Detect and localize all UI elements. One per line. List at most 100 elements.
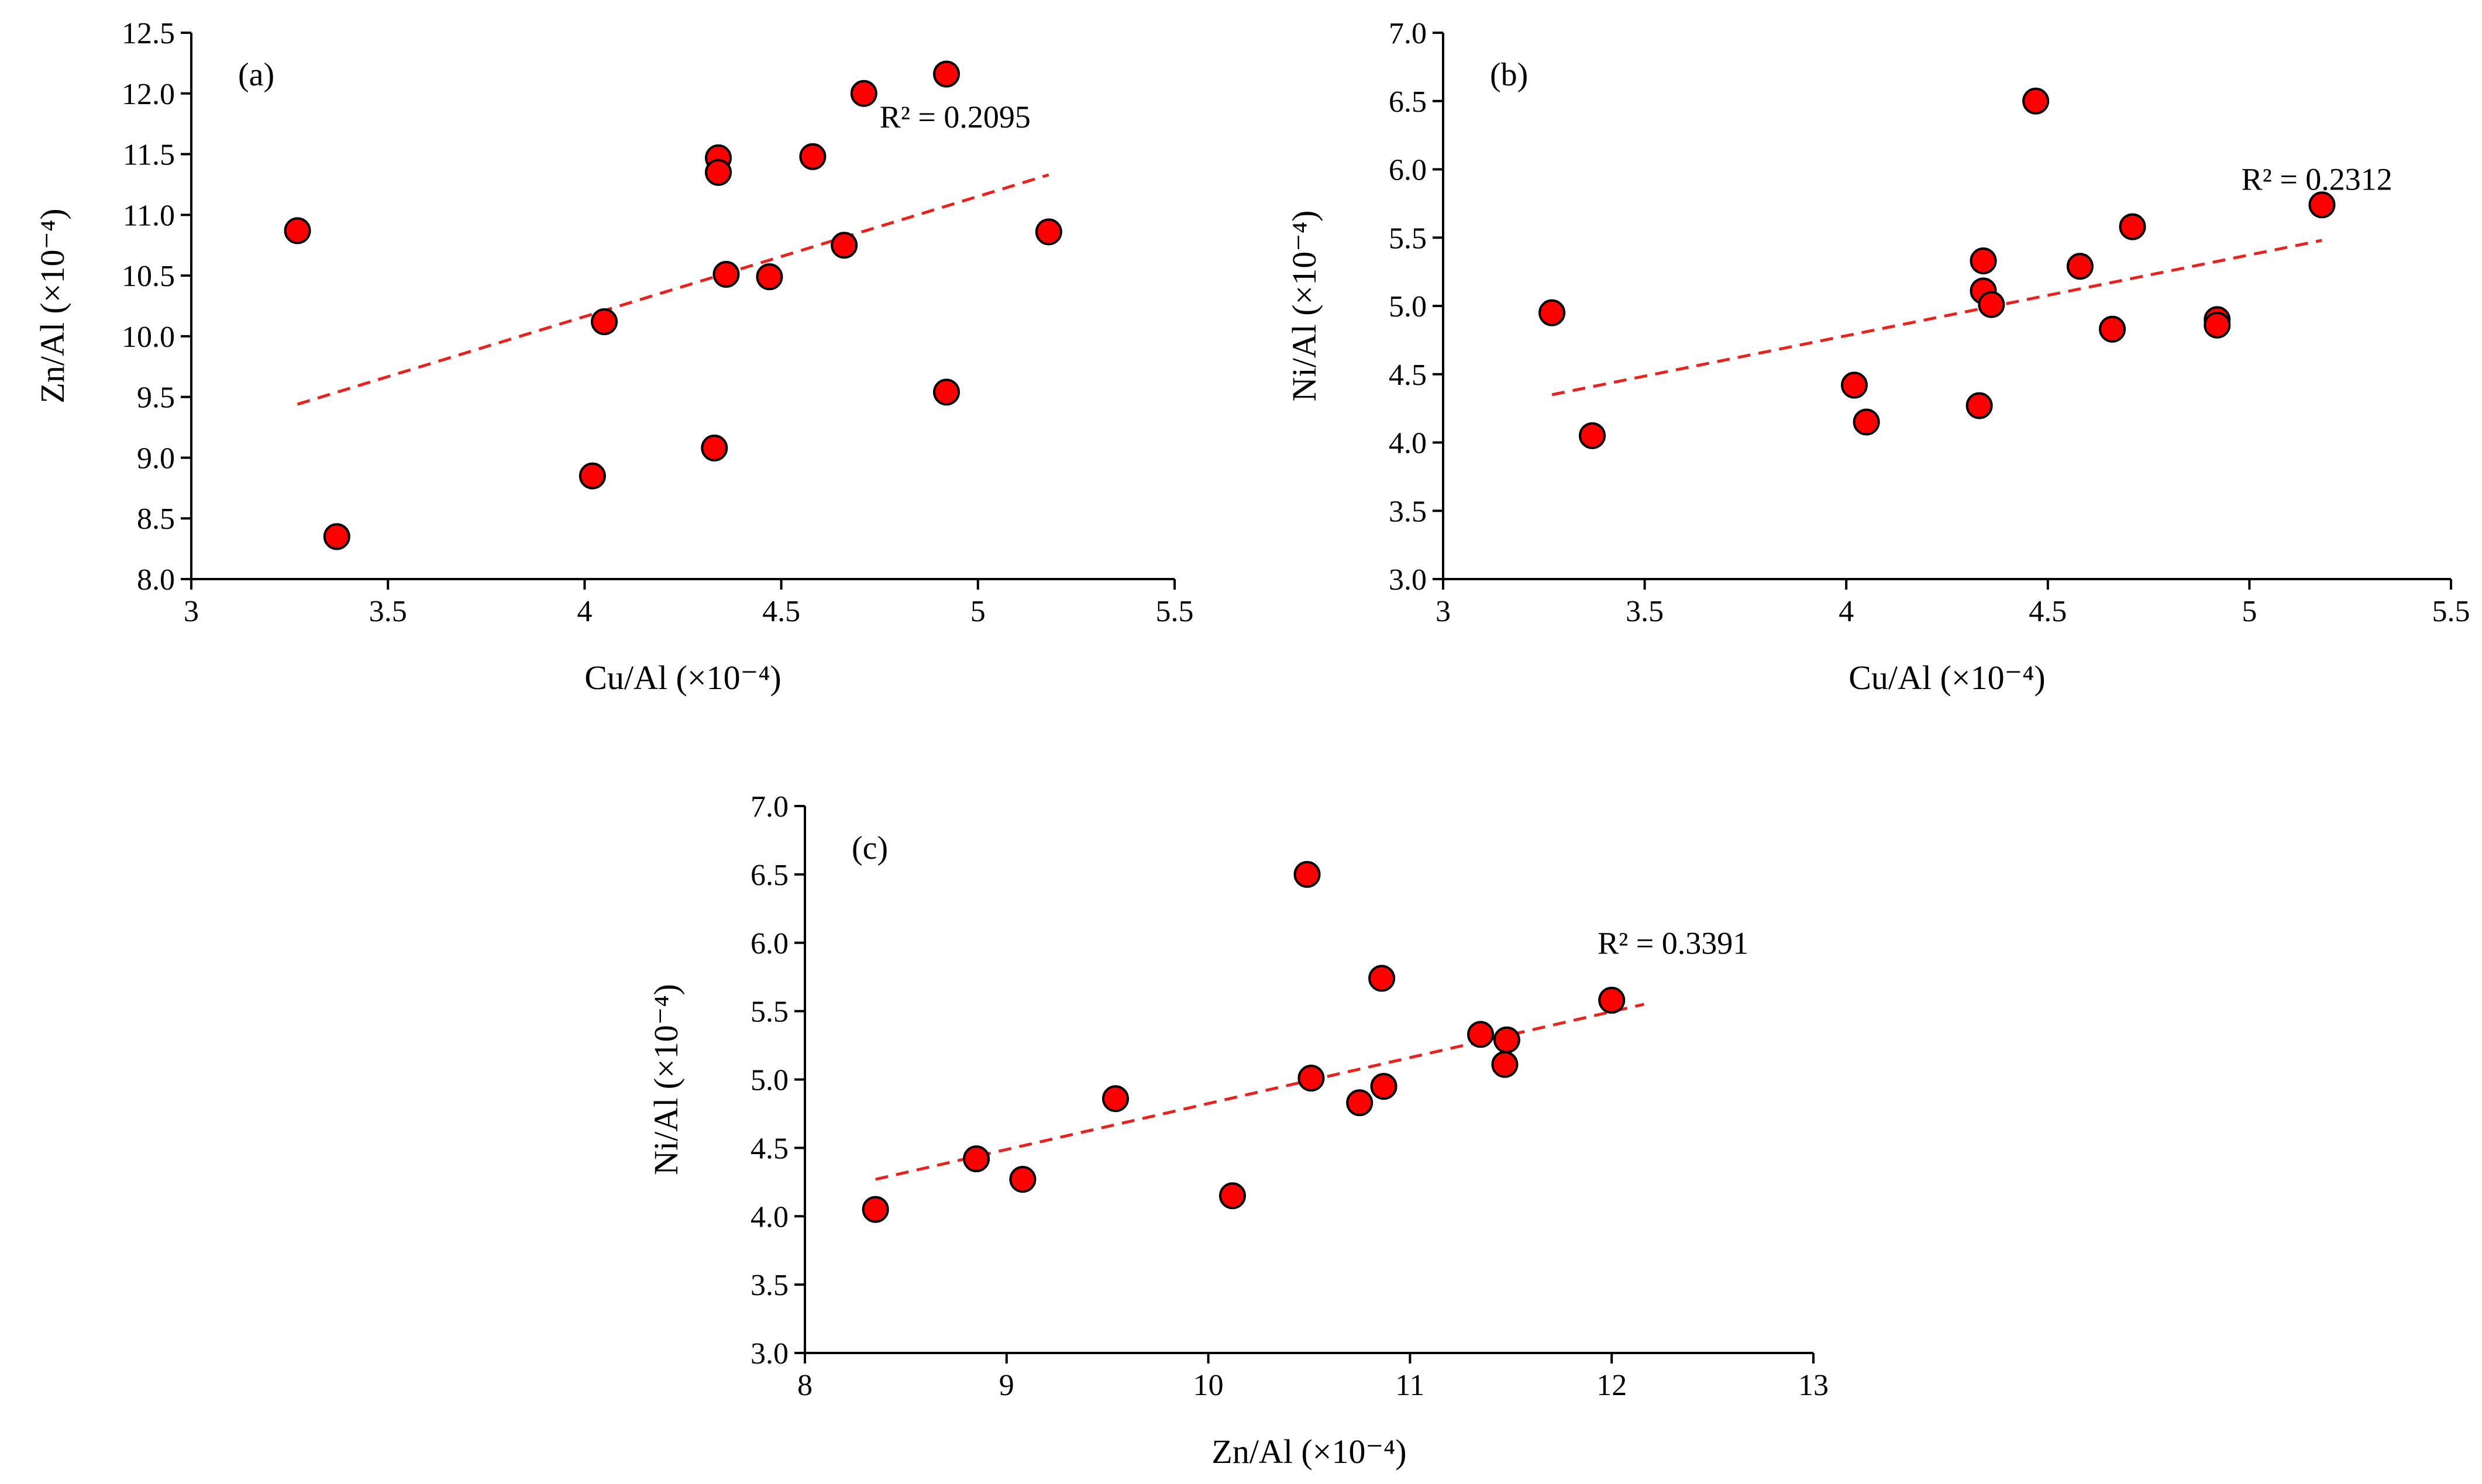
x-tick-label: 4.5 xyxy=(762,595,800,628)
y-tick-label: 6.0 xyxy=(1389,154,1427,187)
x-axis-title: Cu/Al (×10⁻⁴) xyxy=(1848,659,2045,697)
data-point xyxy=(1598,986,1626,1014)
y-tick-label: 11.0 xyxy=(123,199,175,232)
data-point xyxy=(1293,860,1321,888)
y-axis-title: Zn/Al (×10⁻⁴) xyxy=(33,208,71,403)
y-tick-label: 5.5 xyxy=(751,996,789,1029)
x-tick-label: 13 xyxy=(1798,1369,1829,1402)
chart-panel-2: 3 3.5 4 4.5 5 5.5 3.0 3.5 4.0 4.5 5.0 5.5 6.0 6.5 7.0 C… xyxy=(1285,17,2470,697)
y-axis-title: Ni/Al (×10⁻⁴) xyxy=(647,984,685,1175)
x-tick-label: 10 xyxy=(1193,1369,1224,1402)
y-tick-label: 6.0 xyxy=(751,927,789,960)
x-tick-label: 8 xyxy=(797,1369,813,1402)
data-point xyxy=(284,217,311,245)
data-point xyxy=(933,60,961,88)
y-tick-label: 6.5 xyxy=(751,859,789,892)
data-point xyxy=(2066,253,2094,280)
panel-label: (c) xyxy=(852,830,888,866)
y-tick-label: 4.0 xyxy=(1389,427,1427,460)
y-tick-label: 3.0 xyxy=(1389,563,1427,597)
y-tick-label: 5.0 xyxy=(751,1064,789,1097)
data-point xyxy=(933,378,961,406)
trend-line xyxy=(1551,239,2322,397)
r-squared-label: R² = 0.2312 xyxy=(2242,162,2393,197)
y-tick-label: 4.5 xyxy=(751,1132,789,1165)
y-tick-label: 7.0 xyxy=(751,790,789,824)
data-point xyxy=(2308,191,2336,219)
data-point xyxy=(1579,422,1606,449)
data-point xyxy=(1853,408,1880,436)
x-tick-label: 9 xyxy=(999,1369,1014,1402)
y-tick-label: 8.5 xyxy=(137,502,175,536)
data-point xyxy=(1467,1021,1495,1048)
data-point xyxy=(850,80,877,107)
x-tick-label: 5 xyxy=(970,595,986,628)
data-point xyxy=(591,308,618,335)
x-tick-label: 5.5 xyxy=(1156,595,1194,628)
data-point xyxy=(701,434,728,462)
panel-label: (a) xyxy=(238,57,274,93)
data-point xyxy=(1493,1026,1520,1053)
x-tick-label: 3.5 xyxy=(1626,595,1664,628)
data-point xyxy=(1970,247,1997,274)
y-tick-label: 9.0 xyxy=(137,442,175,475)
data-point xyxy=(1491,1051,1519,1078)
y-tick-label: 12.0 xyxy=(122,78,175,111)
chart-panel-3: 8 9 10 11 12 13 3.0 3.5 4.0 4.5 5.0 5.5 6.0 6.5 7.0 Zn/… xyxy=(647,790,1829,1471)
r-squared-label: R² = 0.2095 xyxy=(880,99,1031,135)
y-tick-label: 4.5 xyxy=(1389,359,1427,392)
data-point xyxy=(799,143,827,170)
y-tick-label: 6.5 xyxy=(1389,85,1427,119)
data-point xyxy=(1218,1182,1246,1210)
x-tick-label: 12 xyxy=(1596,1369,1627,1402)
y-tick-label: 3.5 xyxy=(751,1269,789,1302)
x-tick-label: 3 xyxy=(1436,595,1451,628)
y-tick-label: 10.0 xyxy=(122,321,175,354)
r-squared-label: R² = 0.3391 xyxy=(1598,925,1748,960)
data-point xyxy=(1978,291,2005,318)
y-tick-label: 7.0 xyxy=(1389,17,1427,50)
data-point xyxy=(323,523,350,550)
data-point xyxy=(862,1196,889,1223)
data-point xyxy=(579,462,606,490)
y-axis-title: Ni/Al (×10⁻⁴) xyxy=(1285,211,1323,402)
data-point xyxy=(2119,213,2146,240)
y-tick-label: 12.5 xyxy=(122,17,175,50)
x-tick-label: 3 xyxy=(184,595,199,628)
data-point xyxy=(1101,1085,1129,1113)
x-tick-label: 4.5 xyxy=(2029,595,2067,628)
data-point xyxy=(1009,1166,1037,1193)
data-point xyxy=(1538,299,1566,326)
y-tick-label: 3.5 xyxy=(1389,495,1427,528)
data-point xyxy=(1035,218,1062,246)
y-tick-label: 3.0 xyxy=(751,1337,789,1371)
data-point xyxy=(712,261,740,288)
y-tick-label: 9.5 xyxy=(137,381,175,415)
data-point xyxy=(1370,1073,1397,1100)
trend-line xyxy=(297,173,1049,406)
y-tick-label: 4.0 xyxy=(751,1200,789,1234)
y-tick-label: 11.5 xyxy=(123,139,175,172)
data-point xyxy=(1840,371,1868,399)
panel-label: (b) xyxy=(1490,57,1528,93)
data-point xyxy=(963,1145,990,1173)
data-point xyxy=(2204,311,2231,339)
data-point xyxy=(2022,87,2050,115)
data-point xyxy=(756,263,783,291)
x-axis-title: Zn/Al (×10⁻⁴) xyxy=(1211,1433,1406,1471)
y-tick-label: 5.0 xyxy=(1389,290,1427,323)
x-tick-label: 4 xyxy=(1839,595,1854,628)
x-tick-label: 5 xyxy=(2242,595,2257,628)
chart-panel-1: 3 3.5 4 4.5 5 5.5 8.0 8.5 9.0 9.5 10.0 10.5 11.0 11.5… xyxy=(33,17,1194,697)
data-point xyxy=(1368,965,1396,992)
y-tick-label: 8.0 xyxy=(137,563,175,597)
data-point xyxy=(1297,1065,1325,1092)
x-tick-label: 4 xyxy=(577,595,592,628)
x-tick-label: 11 xyxy=(1395,1369,1424,1402)
data-point xyxy=(831,232,858,259)
x-tick-label: 5.5 xyxy=(2432,595,2470,628)
x-axis-title: Cu/Al (×10⁻⁴) xyxy=(584,659,781,697)
data-point xyxy=(705,159,732,186)
data-point xyxy=(2099,315,2126,343)
